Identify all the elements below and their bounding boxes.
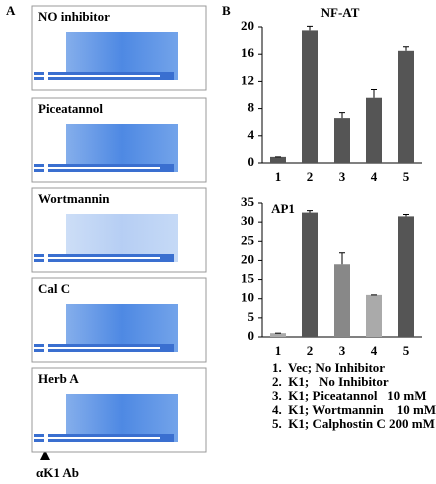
legend-note: 3. K1; Piceatannol 10 mM <box>272 388 427 403</box>
y-tick-label: 12 <box>241 72 254 87</box>
y-tick-label: 10 <box>241 290 254 305</box>
y-tick-label: 4 <box>248 127 255 142</box>
arrow-label: αK1 Ab <box>36 465 79 480</box>
y-tick-label: 30 <box>241 213 254 228</box>
y-tick-label: 16 <box>241 45 255 60</box>
error-bar <box>339 252 345 265</box>
x-tick-label: 4 <box>371 169 378 184</box>
x-tick-label: 2 <box>307 169 314 184</box>
injection-gap <box>44 208 48 270</box>
x-tick-label: 3 <box>339 169 346 184</box>
error-bar <box>339 112 345 119</box>
x-tick-label: 1 <box>275 169 282 184</box>
bar <box>334 264 350 337</box>
y-tick-label: 8 <box>248 100 255 115</box>
bar <box>366 294 382 337</box>
y-tick-label: 0 <box>248 328 255 343</box>
y-tick-label: 20 <box>241 18 254 33</box>
plot-label: NO inhibitor <box>38 9 110 24</box>
error-bar <box>403 213 409 217</box>
error-bar <box>307 210 313 213</box>
panel-label: B <box>222 3 231 18</box>
bar <box>366 97 382 163</box>
x-tick-label: 3 <box>339 343 346 358</box>
bar <box>398 50 414 163</box>
y-tick-label: 0 <box>248 154 255 169</box>
bar <box>270 333 286 337</box>
error-bar <box>371 89 377 98</box>
error-bar <box>307 25 313 31</box>
legend-note: 5. K1; Calphostin C 200 mM <box>272 416 435 431</box>
x-tick-label: 5 <box>403 169 410 184</box>
legend-note: 4. K1; Wortmannin 10 mM <box>272 402 436 417</box>
bar <box>334 118 350 163</box>
plot-label: Cal C <box>38 281 70 296</box>
bar <box>302 212 318 337</box>
bar <box>302 30 318 164</box>
plot-label: Piceatannol <box>38 101 103 116</box>
plot-label: Herb A <box>38 371 79 386</box>
bar <box>398 216 414 337</box>
injection-gap <box>44 388 48 450</box>
panel-label: A <box>6 3 16 18</box>
x-tick-label: 1 <box>275 343 282 358</box>
bar <box>270 156 286 163</box>
arrow <box>40 450 50 460</box>
chart-title: AP1 <box>271 201 295 216</box>
injection-gap <box>44 118 48 180</box>
legend-note: 1. Vec; No Inhibitor <box>272 360 385 375</box>
plot-label: Wortmannin <box>38 191 110 206</box>
injection-gap <box>44 298 48 360</box>
x-tick-label: 2 <box>307 343 314 358</box>
y-tick-label: 35 <box>241 194 255 209</box>
legend-note: 2. K1; No Inhibitor <box>272 374 389 389</box>
y-tick-label: 15 <box>241 271 255 286</box>
error-bar <box>403 46 409 51</box>
y-tick-label: 5 <box>248 309 255 324</box>
y-tick-label: 20 <box>241 251 254 266</box>
injection-gap <box>44 26 48 88</box>
x-tick-label: 5 <box>403 343 410 358</box>
chart-title: NF-AT <box>321 5 360 20</box>
x-tick-label: 4 <box>371 343 378 358</box>
y-tick-label: 25 <box>241 232 255 247</box>
